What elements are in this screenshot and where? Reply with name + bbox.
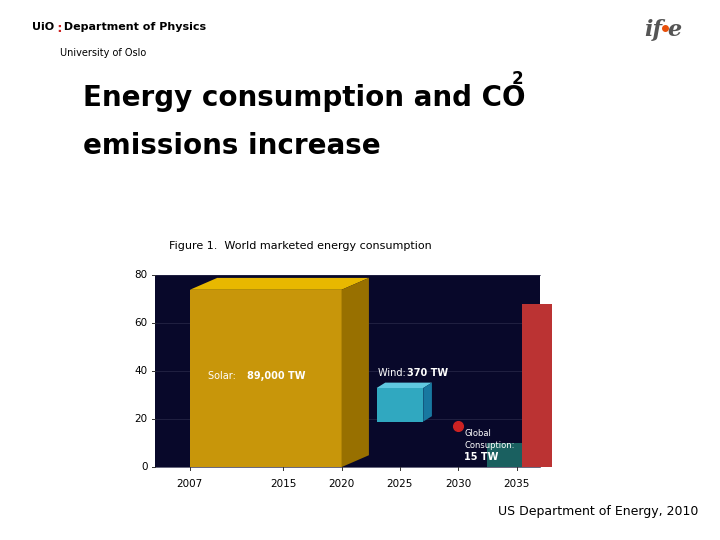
Text: 20: 20 <box>135 414 148 424</box>
Text: Department of Physics: Department of Physics <box>60 22 206 32</box>
Text: emissions increase: emissions increase <box>83 132 380 160</box>
Text: Global
Consuption:: Global Consuption: <box>464 429 514 450</box>
Text: 0: 0 <box>141 462 148 472</box>
Text: 2035: 2035 <box>503 479 530 489</box>
Text: UiO: UiO <box>32 22 55 32</box>
Bar <box>155 275 540 467</box>
Text: Wind:: Wind: <box>378 368 409 379</box>
Bar <box>190 290 341 467</box>
Text: 89,000 TW: 89,000 TW <box>248 371 306 381</box>
Bar <box>523 304 552 467</box>
Bar <box>377 388 423 422</box>
Text: Figure 1.  World marketed energy consumption: Figure 1. World marketed energy consumpt… <box>169 241 432 251</box>
Text: 40: 40 <box>135 366 148 376</box>
Text: Energy consumption and CO: Energy consumption and CO <box>83 84 526 112</box>
Text: :: : <box>53 22 62 35</box>
Bar <box>487 443 523 467</box>
Text: 2: 2 <box>511 70 523 88</box>
Text: 370 TW: 370 TW <box>407 368 448 379</box>
Polygon shape <box>377 383 432 388</box>
Text: 2030: 2030 <box>445 479 472 489</box>
Text: 60: 60 <box>135 318 148 328</box>
Polygon shape <box>423 383 432 422</box>
Text: if: if <box>644 19 662 41</box>
Text: 2020: 2020 <box>328 479 355 489</box>
Text: 15 TW: 15 TW <box>464 452 498 462</box>
Text: 2007: 2007 <box>176 479 203 489</box>
Text: University of Oslo: University of Oslo <box>60 48 146 58</box>
Text: 2025: 2025 <box>387 479 413 489</box>
Polygon shape <box>341 278 369 467</box>
Text: 2015: 2015 <box>270 479 297 489</box>
Text: US Department of Energy, 2010: US Department of Energy, 2010 <box>498 505 698 518</box>
Text: Solar:: Solar: <box>208 371 239 381</box>
Text: e: e <box>667 19 682 41</box>
Polygon shape <box>190 278 369 290</box>
Text: 80: 80 <box>135 271 148 280</box>
